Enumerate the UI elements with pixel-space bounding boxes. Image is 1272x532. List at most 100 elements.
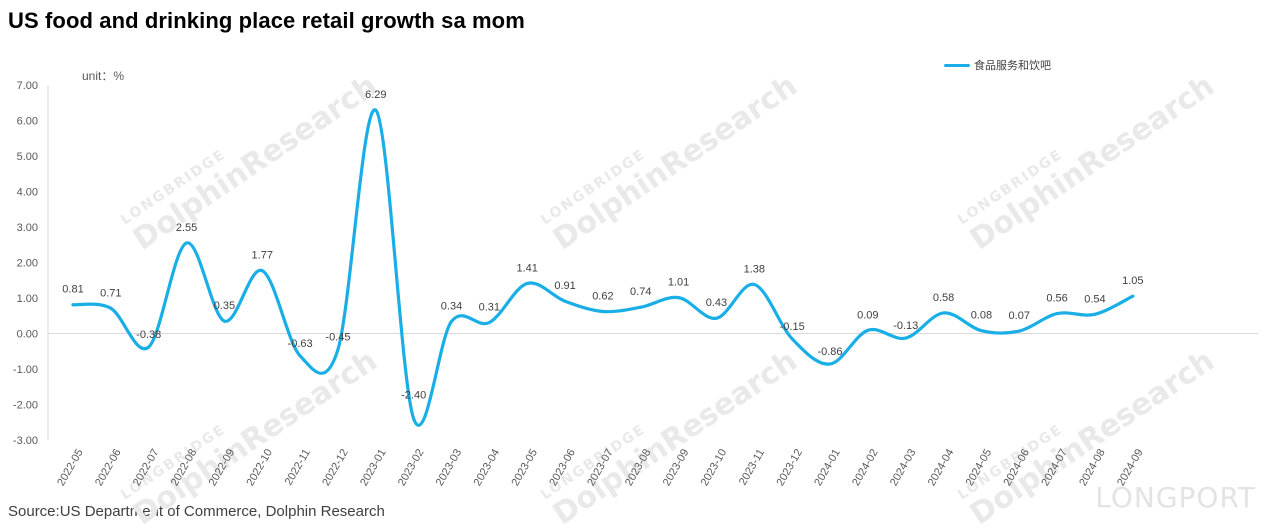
x-tick-label: 2022-09 [207,447,238,488]
x-tick-label: 2023-04 [472,447,503,488]
data-label: 0.81 [62,284,83,296]
data-point [677,296,681,300]
y-tick-label: 6.00 [17,116,38,128]
data-label: 0.58 [933,292,954,304]
data-point [487,320,491,324]
x-tick-label: 2024-04 [926,447,957,488]
x-tick-label: 2022-11 [283,447,313,487]
x-tick-label: 2024-09 [1115,447,1146,488]
x-tick-label: 2022-08 [169,447,200,488]
data-point [222,319,226,323]
y-tick-label: 0.00 [17,329,38,341]
brand-logo: LONGPORT [1095,481,1256,514]
data-point [374,108,378,112]
series-line [71,108,1135,427]
y-tick-label: -2.00 [13,400,38,412]
data-label: 0.35 [214,300,235,312]
x-tick-label: 2024-08 [1077,447,1108,488]
data-label: -0.45 [325,331,350,343]
data-point [298,354,302,358]
data-point [904,336,908,340]
source-note: Source:US Department of Commerce, Dolphi… [8,503,385,520]
y-tick-label: -1.00 [13,364,38,376]
data-point [866,328,870,332]
data-point [1055,312,1059,316]
data-label: 6.29 [365,89,386,101]
data-label: 0.43 [706,297,727,309]
x-tick-label: 2022-12 [320,447,351,488]
y-tick-label: 4.00 [17,187,38,199]
data-label: 2.55 [176,222,197,234]
x-tick-label: 2023-10 [699,447,730,488]
unit-label: unit：% [82,69,125,83]
data-label: -0.86 [817,346,842,358]
data-label: 0.08 [971,310,992,322]
x-tick-label: 2022-05 [55,447,86,488]
legend-label: 食品服务和饮吧 [974,59,1051,72]
data-label: -0.63 [288,338,313,350]
legend: 食品服务和饮吧 [944,57,1051,73]
data-label: 1.05 [1122,275,1143,287]
y-tick-label: 1.00 [17,293,38,305]
data-label: 0.71 [100,287,121,299]
data-label: 0.31 [479,301,500,313]
data-label: 1.41 [516,262,537,274]
data-point [1017,329,1021,333]
data-point [412,417,416,421]
data-label: -2.40 [401,390,426,402]
data-point [942,311,946,315]
x-tick-label: 2023-02 [396,447,427,488]
data-point [563,299,567,303]
data-point [450,319,453,323]
x-tick-label: 2023-11 [737,447,767,487]
x-tick-label: 2023-01 [358,447,389,488]
data-label: 0.07 [1009,310,1030,322]
x-tick-label: 2022-07 [131,447,162,488]
data-label: 0.54 [1084,293,1105,305]
data-label: -0.15 [780,321,805,333]
y-tick-label: 7.00 [17,80,38,92]
data-point [147,345,151,349]
data-point [185,241,189,245]
data-point [714,316,718,320]
data-point [525,281,529,285]
y-tick-label: 2.00 [17,258,38,270]
legend-swatch [944,63,970,67]
x-tick-label: 2022-10 [245,447,276,488]
data-point [601,309,605,313]
chart-title: US food and drinking place retail growth… [8,8,525,33]
data-point [979,329,983,333]
data-label: 0.74 [630,286,651,298]
data-point [336,347,340,351]
x-tick-label: 2024-06 [1002,447,1033,488]
x-tick-label: 2023-06 [547,447,578,488]
data-label: -0.38 [136,329,161,341]
x-tick-label: 2024-05 [964,447,995,488]
data-label: 0.91 [554,280,575,292]
data-point [1093,312,1097,316]
x-tick-label: 2024-01 [812,447,843,488]
x-tick-label: 2023-12 [774,447,805,488]
data-point [828,362,832,366]
x-tick-label: 2023-05 [509,447,540,488]
y-tick-label: 3.00 [17,222,38,234]
x-tick-label: 2023-08 [623,447,654,488]
data-label: 0.34 [441,300,462,312]
x-tick-label: 2022-06 [93,447,124,488]
data-label: -0.13 [893,320,918,332]
data-point [790,337,794,341]
data-label: 0.56 [1046,293,1067,305]
data-label: 0.09 [857,309,878,321]
y-tick-label: 5.00 [17,151,38,163]
data-point [260,269,264,273]
data-label: 1.77 [252,250,273,262]
x-tick-label: 2024-03 [888,447,919,488]
data-point [1131,294,1135,298]
x-tick-label: 2023-09 [661,447,692,488]
x-tick-label: 2024-07 [1039,447,1070,488]
data-label: 1.01 [668,277,689,289]
y-tick-label: -3.00 [13,435,38,447]
x-tick-label: 2023-07 [585,447,616,488]
x-tick-label: 2024-02 [850,447,881,488]
